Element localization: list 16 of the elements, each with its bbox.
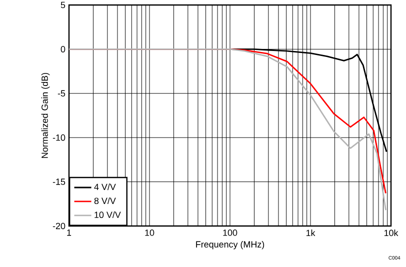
legend-label: 4 V/V bbox=[94, 183, 116, 190]
x-tick-label: 100 bbox=[223, 230, 238, 236]
x-tick-label: 1 bbox=[67, 230, 72, 236]
x-tick-label: 1k bbox=[306, 230, 316, 236]
y-tick-label: -15 bbox=[52, 178, 66, 185]
y-tick-label: -20 bbox=[52, 222, 66, 230]
y-tick-label: 0 bbox=[60, 46, 66, 52]
legend-label: 8 V/V bbox=[94, 197, 116, 204]
y-tick-label: -5 bbox=[58, 90, 66, 97]
y-tick-label: 5 bbox=[60, 2, 66, 8]
legend-label: 10 V/V bbox=[94, 211, 121, 218]
x-axis-title: Frequency (MHz) bbox=[196, 240, 264, 250]
y-tick-label: -10 bbox=[52, 134, 66, 141]
x-tick-label: 10k bbox=[384, 230, 398, 236]
y-axis-title: Normalized Gain (dB) bbox=[41, 72, 50, 158]
x-tick-label: 10 bbox=[145, 230, 154, 236]
